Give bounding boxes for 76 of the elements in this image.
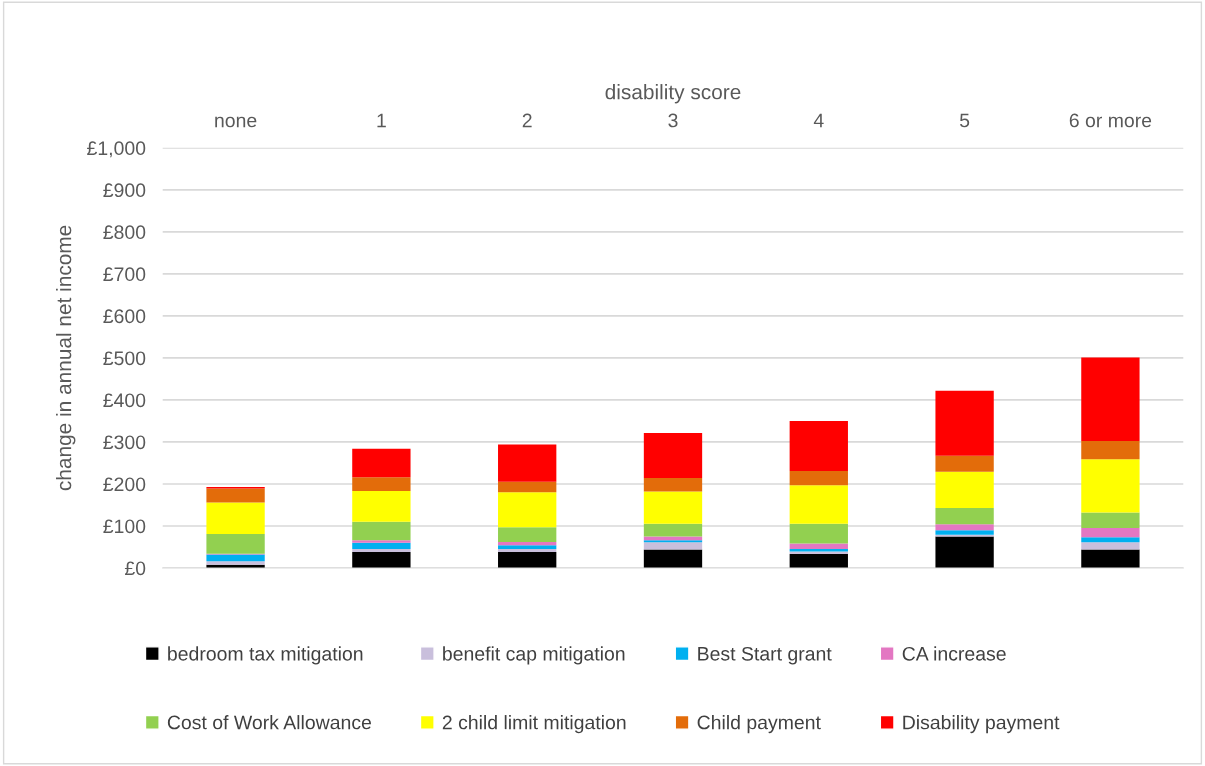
- bar: [643, 540, 703, 543]
- bar: [643, 536, 703, 541]
- bar: [935, 524, 994, 531]
- x-tick-label: 6 or more: [1069, 113, 1152, 128]
- legend-label: Cost of Work Allowance: [167, 715, 372, 730]
- bar: [352, 549, 411, 553]
- bar: [352, 448, 411, 478]
- y-tick-label: £900: [103, 183, 146, 198]
- bar: [643, 542, 703, 550]
- bar: [352, 477, 411, 492]
- y-tick-label: £300: [103, 435, 146, 450]
- bar: [789, 485, 848, 524]
- x-tick-label: 4: [813, 113, 824, 128]
- y-tick-label: £600: [103, 309, 146, 324]
- x-tick-label: 3: [668, 113, 678, 128]
- x-tick-label: none: [215, 116, 257, 128]
- bar: [1081, 537, 1140, 543]
- bar: [1081, 528, 1140, 538]
- y-tick-label: £700: [103, 267, 146, 282]
- bar: [1081, 357, 1140, 442]
- y-axis-title: change in annual net income: [56, 225, 76, 491]
- bar: [498, 527, 557, 542]
- legend-label: Disability payment: [903, 715, 1060, 734]
- bar: [935, 455, 994, 472]
- bar: [352, 491, 411, 522]
- bar: [1081, 549, 1140, 568]
- y-tick-label: £200: [103, 477, 146, 492]
- bar: [1081, 441, 1140, 460]
- bar: [935, 536, 994, 568]
- bar: [643, 478, 703, 492]
- x-tick-label: 1: [377, 113, 386, 128]
- bar: [352, 540, 411, 543]
- bar: [498, 492, 557, 528]
- legend-label: benefit cap mitigation: [443, 646, 625, 665]
- bar: [352, 542, 411, 550]
- bar: [935, 507, 994, 525]
- bar: [1081, 459, 1140, 513]
- legend-label: bedroom tax mitigation: [168, 646, 363, 665]
- legend-label: 2 child limit mitigation: [442, 715, 626, 734]
- y-tick-label: £0: [124, 561, 146, 576]
- bar: [789, 470, 848, 486]
- bar: [498, 545, 557, 550]
- x-tick-label: 2: [522, 113, 532, 128]
- bar: [789, 523, 848, 544]
- bar: [206, 488, 265, 503]
- bar: [935, 390, 994, 456]
- y-tick-label: £100: [103, 519, 146, 534]
- bar: [498, 481, 557, 493]
- bar: [935, 471, 994, 508]
- bar: [352, 521, 411, 541]
- bar: [643, 433, 703, 479]
- bar: [206, 533, 265, 554]
- y-tick-label: £800: [103, 225, 146, 240]
- legend-label: CA increase: [902, 646, 1006, 661]
- bar: [206, 554, 265, 562]
- bar: [498, 444, 557, 482]
- legend-label: Child payment: [697, 715, 821, 734]
- bar: [935, 530, 994, 535]
- bar: [789, 420, 848, 471]
- bar: [498, 549, 557, 553]
- bar: [643, 549, 703, 568]
- legend-label: Best Start grant: [698, 646, 832, 665]
- y-tick-label: £500: [103, 351, 146, 366]
- bar: [789, 543, 848, 550]
- bar: [643, 491, 703, 524]
- bar: [352, 552, 411, 568]
- bar: [498, 552, 557, 568]
- bar: [789, 554, 848, 568]
- bar: [1081, 512, 1140, 529]
- x-tick-label: 5: [959, 113, 970, 128]
- y-tick-label: £400: [103, 393, 146, 408]
- bar: [1081, 542, 1140, 550]
- bar: [643, 523, 703, 537]
- x-axis-title: disability score: [605, 84, 741, 104]
- bar: [206, 502, 265, 534]
- y-tick-label: £1,000: [87, 141, 146, 158]
